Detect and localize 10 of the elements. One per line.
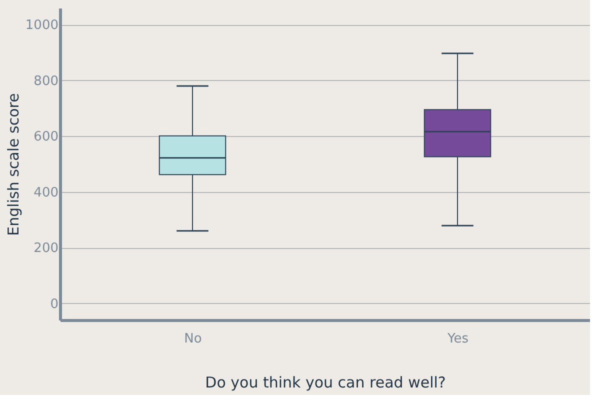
y-tick-label: 600 bbox=[34, 130, 58, 145]
x-tick-label: No bbox=[184, 332, 202, 346]
y-tick-label: 400 bbox=[34, 185, 58, 200]
y-tick-label: 0 bbox=[50, 296, 58, 312]
y-tick-label: 200 bbox=[34, 241, 58, 256]
x-tick-label: Yes bbox=[446, 332, 469, 346]
x-axis-title: Do you think you can read well? bbox=[205, 374, 446, 392]
y-tick-label: 800 bbox=[34, 74, 58, 89]
y-tick-label: 1000 bbox=[25, 18, 58, 34]
y-axis-title: English scale score bbox=[4, 93, 22, 236]
